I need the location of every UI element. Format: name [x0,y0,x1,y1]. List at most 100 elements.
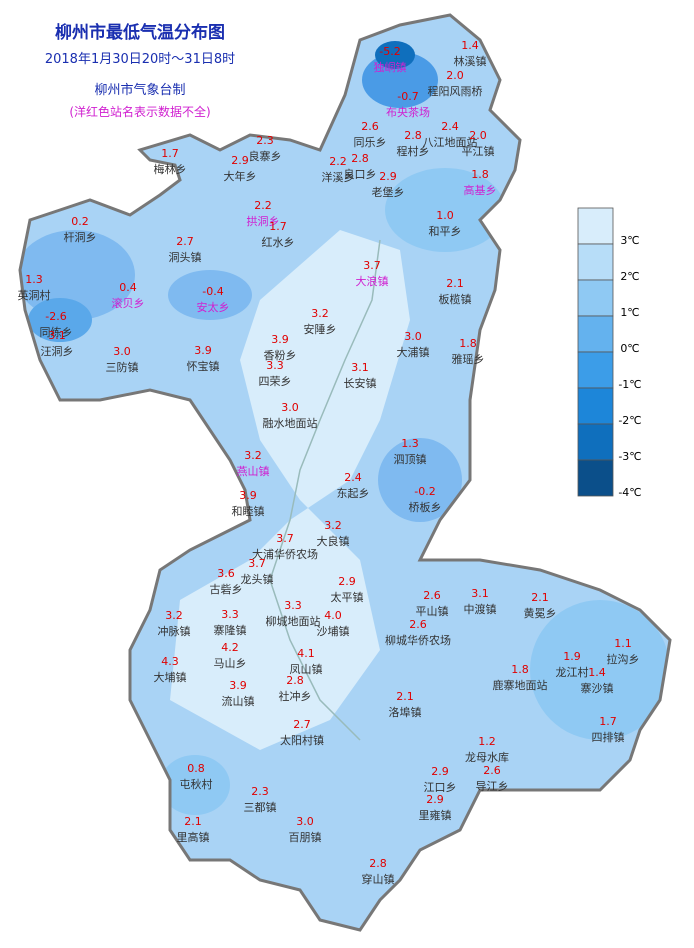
station-value: 1.3 [25,273,43,286]
station-value: 2.1 [531,591,549,604]
station-value: 1.1 [614,637,632,650]
station-value: 2.9 [379,170,397,183]
station-value: 0.4 [119,281,137,294]
station-value: 3.9 [229,679,247,692]
station-name: 长安镇 [344,376,377,390]
legend-swatch [577,423,614,461]
station-value: -5.2 [379,45,400,58]
station-name: 沙埔镇 [317,624,350,638]
station-value: 2.1 [396,690,414,703]
note: (洋红色站名表示数据不全) [69,105,211,119]
station-name: 百朋镇 [289,830,322,844]
stations: -5.2独峒镇1.4林溪镇2.0程阳风雨桥-0.7布央茶场2.6同乐乡2.4八江… [18,39,640,886]
legend-swatch [577,387,614,425]
station-value: 3.9 [239,489,257,502]
legend-label: 3℃ [620,234,639,247]
station-value: 3.7 [248,557,266,570]
station-value: 1.7 [599,715,617,728]
station-value: 2.6 [361,120,379,133]
station-name: 良寨乡 [249,149,282,163]
station-value: 2.9 [338,575,356,588]
station-name: 雅瑶乡 [452,352,485,366]
station-name: 中渡镇 [464,602,497,616]
station-name: 四荣乡 [259,375,292,388]
station-value: 3.0 [296,815,314,828]
station-name: 江口乡 [424,781,457,794]
legend-swatch [577,207,614,245]
station-name: 洞头镇 [169,250,202,264]
station-name: 香粉乡 [264,349,297,362]
station-name: 八江地面站 [423,135,478,149]
station-value: 1.2 [478,735,496,748]
station-value: -0.4 [202,285,223,298]
station-value: 2.0 [446,69,464,82]
station-value: 2.4 [441,120,459,133]
station-name: 汪洞乡 [41,345,74,358]
river [269,239,381,741]
station-value: 2.6 [483,764,501,777]
station-name: 里雍镇 [419,808,452,822]
station-value: 0.8 [187,762,205,775]
station-name: 安太乡 [197,300,230,314]
station-value: 3.2 [244,449,262,462]
station-value: 1.0 [436,209,454,222]
station-value: 3.1 [351,361,369,374]
station-value: 2.6 [409,618,427,631]
station-name: 和平乡 [429,225,462,238]
station-value: 3.0 [404,330,422,343]
station-name: 洛埠镇 [389,705,422,719]
station-name: 大浦镇 [397,345,430,359]
station-name: 导江乡 [476,780,509,793]
station-name: 社冲乡 [279,689,312,703]
station-name: 程阳风雨桥 [428,85,483,98]
station-value: 3.3 [221,608,239,621]
legend-swatch [577,459,614,497]
station-name: 穿山镇 [362,872,395,886]
station-value: 1.7 [161,147,179,160]
station-value: 3.6 [217,567,235,580]
station-value: 2.7 [293,718,311,731]
station-name: 鹿寨地面站 [493,678,548,692]
station-name: 杆洞乡 [64,230,97,244]
station-value: 1.9 [563,650,581,663]
station-name: 老堡乡 [372,185,405,199]
station-value: 3.1 [471,587,489,600]
legend-swatch [577,351,614,389]
station-value: 2.3 [256,134,274,147]
station-value: -0.2 [414,485,435,498]
station-value: 2.3 [251,785,269,798]
station-value: 2.8 [351,152,369,165]
station-name: 拱洞乡 [247,214,280,228]
station-name: 拉沟乡 [607,652,640,666]
station-name: 三都镇 [244,800,277,814]
station-name: 三防镇 [106,360,139,374]
station-value: 3.1 [48,329,66,342]
station-value: 3.0 [113,345,131,358]
station-name: 古砦乡 [210,582,243,596]
station-value: 2.8 [286,674,304,687]
station-name: 龙母水库 [465,751,509,764]
legend: 3℃ 2℃ 1℃ 0℃ -1℃ -2℃ -3℃ -4℃ [577,207,642,499]
legend-label: -3℃ [618,450,641,463]
station-value: 3.7 [276,532,294,545]
title: 柳州市最低气温分布图 [55,23,225,43]
station-value: 2.2 [329,155,347,168]
station-value: 2.7 [176,235,194,248]
station-value: 1.7 [269,220,287,233]
station-value: 2.1 [446,277,464,290]
station-name: 里高镇 [177,830,210,844]
station-value: 1.4 [461,39,479,52]
station-value: -2.6 [45,310,66,323]
station-value: 1.8 [459,337,477,350]
station-value: 2.1 [184,815,202,828]
station-name: 红水乡 [262,236,295,249]
station-name: 洋溪乡 [322,170,355,184]
station-value: 2.8 [369,857,387,870]
station-name: 马山乡 [214,657,247,670]
legend-label: -2℃ [618,414,641,427]
station-name: 太阳村镇 [280,733,324,747]
legend-label: 2℃ [620,270,639,283]
station-name: 泗顶镇 [394,452,427,466]
